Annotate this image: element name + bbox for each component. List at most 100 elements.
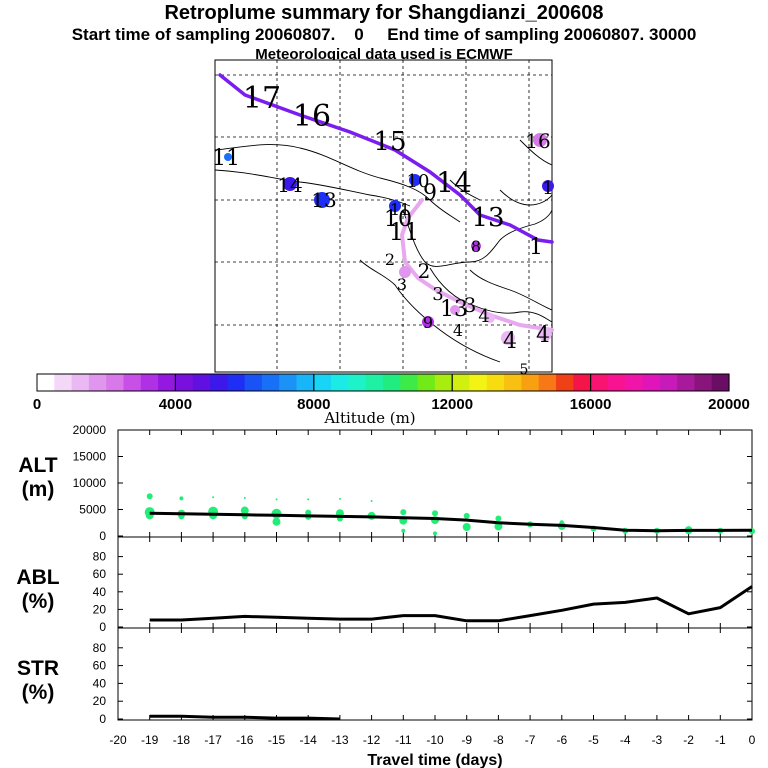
colorbar-tick-label: 16000 [570,396,612,413]
x-tick-label: -8 [493,733,504,747]
colorbar-cell [54,374,73,391]
colorbar-cell [434,374,453,391]
x-tick-label: -4 [620,733,631,747]
route-lower-label: 2 [385,250,395,269]
colorbar-cell [573,374,592,391]
meteorology-subtitle: Meteorological data used is ECMWF [255,46,513,63]
map-cluster-dot [450,305,460,315]
map-cluster-points [224,133,554,345]
colorbar-cell [521,374,540,391]
panel-frame [117,627,753,721]
x-tick-label: -10 [426,733,444,747]
cluster-number-label: 4 [453,321,463,340]
y-axis-label-line: ABL [16,566,59,589]
altitude-point [338,497,341,500]
altitude-point [275,498,278,501]
map-cluster-dot [224,153,232,161]
cluster-number-label: 9 [423,181,437,206]
altitude-point [179,496,184,501]
colorbar-cell [140,374,159,391]
sampling-time-subtitle: Start time of sampling 20060807. 0 End t… [71,25,697,44]
colorbar-cell [365,374,384,391]
y-axis-label-line: (m) [22,478,55,501]
colorbar-cell [642,374,661,391]
altitude-point [305,509,312,516]
altitude-point [495,515,502,522]
map-cluster-dot [422,316,434,328]
colorbar-cell [210,374,228,391]
colorbar-cell [694,374,713,391]
y-tick-label: 60 [93,567,107,581]
panel-abl: 80 60 40 20 0 ABL (%) [16,536,753,634]
route-lower-label: 4 [503,329,517,354]
route-lower-line [399,198,554,332]
altitude-point [463,512,470,519]
route-lower-label: 3 [397,275,407,294]
colorbar-cell [504,374,522,391]
y-tick-label: 15000 [73,450,107,464]
altitude-point [146,493,153,500]
colorbar-axis-label: Altitude (m) [323,409,415,427]
altitude-point [400,509,407,516]
altitude-point [370,500,373,503]
colorbar-cell [383,374,401,391]
map-cluster-dot [283,177,297,191]
y-tick-label: 0 [99,712,106,726]
colorbar-cell [590,374,609,391]
x-tick-label: -17 [204,733,222,747]
cluster-number-label: 10 [384,207,412,232]
colorbar-cell [452,374,471,391]
colorbar-cell [123,374,142,391]
altitude-colorbar: 0 4000 8000 12000 16000 20000 Altitude (m) [33,373,750,427]
map-cluster-dot [409,174,421,186]
y-tick-label: 10000 [73,476,107,490]
y-tick-label: 40 [93,676,107,690]
map-cluster-dot [533,133,547,147]
cluster-number-label: 9 [423,313,433,332]
x-tick-label: -15 [268,733,286,747]
map-cluster-dot [538,327,552,341]
x-tick-label: -11 [395,733,412,747]
colorbar-cell [348,374,367,391]
altitude-point [462,522,471,531]
cluster-number-label: 8 [471,237,481,256]
y-tick-label: 80 [93,550,107,564]
colorbar-cell [88,374,107,391]
colorbar-cell [331,374,349,391]
altitude-point [272,517,281,526]
coastlines [214,139,553,363]
cluster-number-label: 11 [212,146,240,171]
cluster-number-label: 13 [311,188,336,212]
y-tick-label: 20000 [73,423,107,437]
colorbar-tick-label: 20000 [708,396,750,413]
altitude-point [243,496,246,499]
colorbar-cell [106,374,125,391]
colorbar-cell [227,374,246,391]
y-tick-label: 80 [93,641,107,655]
y-axis-label: ABL (%) [16,566,59,613]
cluster-number-label: 10 [407,171,430,192]
colorbar-cell [37,374,55,391]
x-tick-label: -2 [683,733,694,747]
cluster-number-label: 16 [525,129,550,153]
y-axis-label-line: ALT [18,454,57,477]
altitude-point [271,508,282,519]
x-tick-label: -7 [525,733,536,747]
map-cluster-dot [471,241,481,251]
x-tick-label: 0 [749,733,756,747]
cluster-number-label: 11 [390,200,410,219]
map-cluster-dot [501,331,515,345]
y-axis-label: STR (%) [17,657,59,704]
map-cluster-dot [542,180,554,192]
x-tick-label: -3 [652,733,663,747]
x-tick-label: -5 [588,733,599,747]
map-cluster-dot [399,266,411,278]
colorbar-cell [677,374,695,391]
colorbar-cell [400,374,419,391]
x-tick-label: -1 [715,733,726,747]
cluster-number-label: 14 [277,173,302,197]
cluster-number-label: 5 [520,362,529,378]
